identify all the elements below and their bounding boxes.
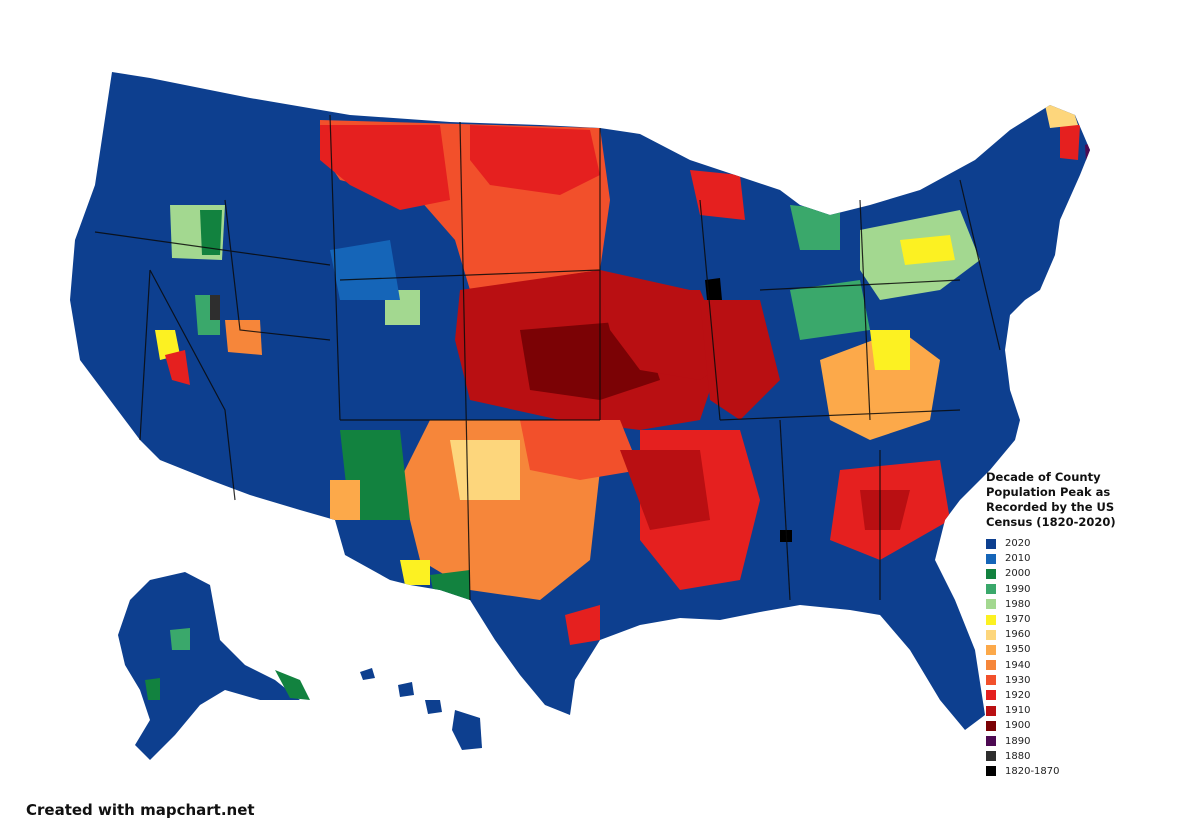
legend-swatch [986,690,996,701]
region-nm-orange [330,480,360,520]
legend-label: 1990 [1005,583,1031,595]
legend-label: 1960 [1005,629,1031,641]
region-utah-orange [225,320,262,355]
region-nevada-red [165,350,190,385]
legend-swatch [986,751,996,762]
legend-swatch [986,644,996,655]
region-midwest-mix [700,300,780,420]
legend-swatch [986,705,996,716]
legend-label: 2010 [1005,553,1031,565]
region-maine-tan [1045,100,1078,128]
legend-title: Decade of County Population Peak as Reco… [986,470,1116,529]
legend-swatch [986,584,996,595]
legend-item-1910: 1910 [986,703,1186,718]
legend-item-1970: 1970 [986,612,1186,627]
legend-items: 2020 2010 2000 1990 1980 1970 1960 1950 1940 1930… [986,536,1186,779]
region-wisconsin-red [690,170,745,220]
legend-swatch [986,553,996,564]
hawaii-1 [360,668,375,680]
legend-label: 1970 [1005,614,1031,626]
legend-item-2010: 2010 [986,551,1186,566]
region-iowa-mo [600,290,730,380]
legend-item-1960: 1960 [986,627,1186,642]
legend-label: 1920 [1005,689,1031,701]
hawaii-3 [425,700,442,714]
legend: Decade of County Population Peak as Reco… [986,470,1186,779]
region-idaho-dkgreen [200,210,222,255]
legend-label: 2020 [1005,538,1031,550]
hawaii-4 [452,710,482,750]
legend-item-1990: 1990 [986,582,1186,597]
legend-item-1940: 1940 [986,658,1186,673]
legend-item-1930: 1930 [986,673,1186,688]
legend-label: 1910 [1005,705,1031,717]
legend-swatch [986,720,996,731]
region-ohio-mix [790,280,870,340]
region-michigan-green [790,205,840,250]
legend-item-2000: 2000 [986,566,1186,581]
alaska-green-2 [145,678,160,700]
region-ny-yellow [900,235,955,265]
region-west-texas-green [430,570,470,600]
region-dakota-red [470,125,600,195]
legend-swatch [986,660,996,671]
legend-item-1890: 1890 [986,733,1186,748]
region-montana-red [320,125,450,210]
region-nevada-yellow [155,330,180,360]
legend-item-1820-1870: 1820-1870 [986,764,1186,779]
legend-label: 1880 [1005,750,1031,762]
region-black-1 [705,278,722,300]
region-west-texas-yellow [400,560,430,585]
legend-swatch [986,538,996,549]
alaska-panhandle-green [275,670,310,700]
legend-item-1980: 1980 [986,597,1186,612]
legend-swatch [986,629,996,640]
legend-item-2020: 2020 [986,536,1186,551]
legend-label: 1980 [1005,598,1031,610]
legend-swatch [986,568,996,579]
alaska [118,572,300,760]
region-black-2 [210,295,220,320]
legend-swatch [986,675,996,686]
legend-label: 1950 [1005,644,1031,656]
region-texas-panhandle [450,440,520,500]
legend-label: 1940 [1005,659,1031,671]
legend-item-1920: 1920 [986,688,1186,703]
legend-label: 1900 [1005,720,1031,732]
credit-text: Created with mapchart.net [26,801,255,819]
alaska-green-1 [170,628,190,650]
region-oklahoma [520,420,640,480]
region-arkansas [620,450,710,530]
region-texas-coast-red [565,605,600,645]
region-maine-red [1060,125,1080,160]
legend-label: 1890 [1005,735,1031,747]
legend-item-1880: 1880 [986,749,1186,764]
legend-swatch [986,614,996,625]
legend-swatch [986,766,996,777]
region-wyoming-blue [330,240,400,300]
hawaii-2 [398,682,414,697]
legend-item-1950: 1950 [986,642,1186,657]
legend-label: 1820-1870 [1005,765,1060,777]
legend-swatch [986,736,996,747]
legend-label: 1930 [1005,674,1031,686]
region-southeast-dark [860,490,910,530]
legend-label: 2000 [1005,568,1031,580]
legend-item-1900: 1900 [986,718,1186,733]
legend-swatch [986,599,996,610]
state-borders [94,114,1001,601]
region-wv-yellow [870,330,910,370]
